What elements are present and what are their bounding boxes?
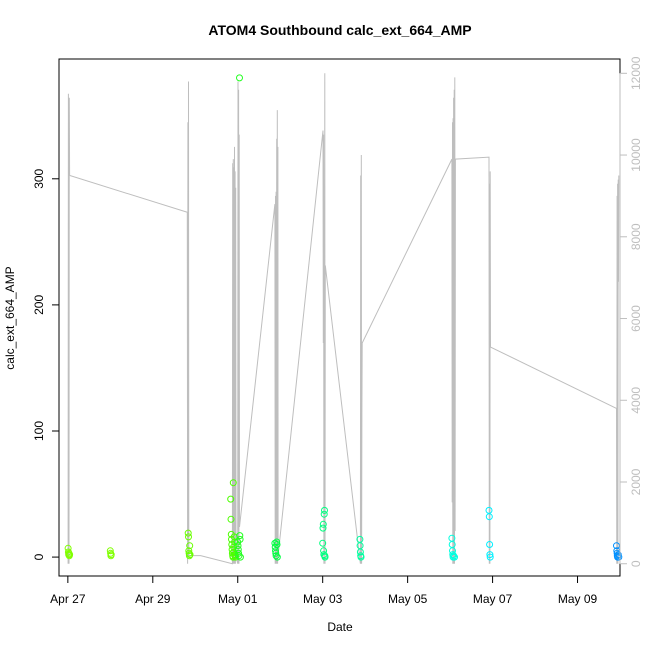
data-point (319, 524, 327, 532)
data-point (272, 549, 280, 557)
data-point (485, 513, 493, 521)
y-right-tick-label: 6000 (629, 305, 643, 332)
data-point (227, 515, 235, 523)
chart-title: ATOM4 Southbound calc_ext_664_AMP (208, 22, 471, 38)
x-tick-label: May 09 (558, 592, 598, 606)
data-point (273, 553, 281, 561)
x-axis-label: Date (327, 620, 353, 634)
plot-frame (58, 58, 621, 577)
y-axis: 0 100 200 300 (32, 168, 60, 560)
y-right-axis: 0 2000 4000 6000 8000 10000 12000 (619, 56, 643, 567)
x-tick-label: May 03 (303, 592, 343, 606)
data-point (231, 538, 238, 546)
scatter-layer (64, 74, 623, 561)
data-point (319, 539, 327, 547)
data-point (272, 552, 280, 560)
data-point (185, 533, 192, 541)
data-point (321, 506, 328, 514)
y-right-tick-label: 8000 (629, 223, 643, 250)
data-point (236, 532, 244, 540)
secondary-series-line (67, 73, 620, 565)
data-point (320, 547, 328, 555)
data-point (320, 510, 328, 518)
y-right-tick-label: 10000 (629, 138, 643, 172)
data-point (450, 552, 458, 560)
y-tick-label: 100 (32, 421, 46, 441)
data-point (486, 551, 494, 559)
data-point (321, 553, 329, 561)
data-point (107, 551, 115, 559)
data-point (273, 538, 281, 546)
x-tick-label: May 01 (218, 592, 258, 606)
data-point (236, 535, 244, 543)
data-point (186, 542, 194, 550)
y-tick-label: 200 (32, 295, 46, 315)
data-point (273, 541, 281, 548)
data-point (357, 553, 365, 561)
y-right-tick-label: 4000 (629, 387, 643, 414)
data-point (185, 547, 193, 555)
x-tick-label: Apr 27 (50, 592, 86, 606)
x-tick-label: Apr 29 (135, 592, 171, 606)
x-axis: Apr 27 Apr 29 May 01 May 03 May 05 May 07 May … (50, 575, 598, 606)
secondary-series-layer (67, 73, 620, 565)
data-point (451, 553, 458, 561)
y-right-tick-label: 0 (629, 560, 643, 567)
data-point (615, 553, 623, 561)
data-point (186, 551, 194, 559)
data-point (486, 553, 494, 561)
y-tick-label: 0 (32, 553, 46, 560)
y-tick-label: 300 (32, 168, 46, 188)
data-point (236, 553, 244, 561)
data-point (227, 495, 235, 503)
data-point (106, 547, 114, 555)
y-axis-label: calc_ext_664_AMP (3, 266, 17, 369)
data-point (229, 479, 237, 487)
data-point (235, 549, 243, 557)
data-point (319, 520, 327, 528)
data-point (66, 551, 74, 559)
data-point (184, 529, 192, 537)
data-point (234, 542, 242, 550)
data-point (236, 74, 243, 82)
data-point (486, 541, 494, 548)
data-point (356, 548, 364, 556)
x-tick-label: May 05 (388, 592, 428, 606)
y-right-tick-label: 12000 (629, 56, 643, 90)
data-point (235, 552, 243, 560)
y-right-tick-label: 2000 (629, 468, 643, 495)
data-point (272, 547, 279, 555)
data-point (185, 549, 193, 557)
x-tick-label: May 07 (473, 592, 513, 606)
